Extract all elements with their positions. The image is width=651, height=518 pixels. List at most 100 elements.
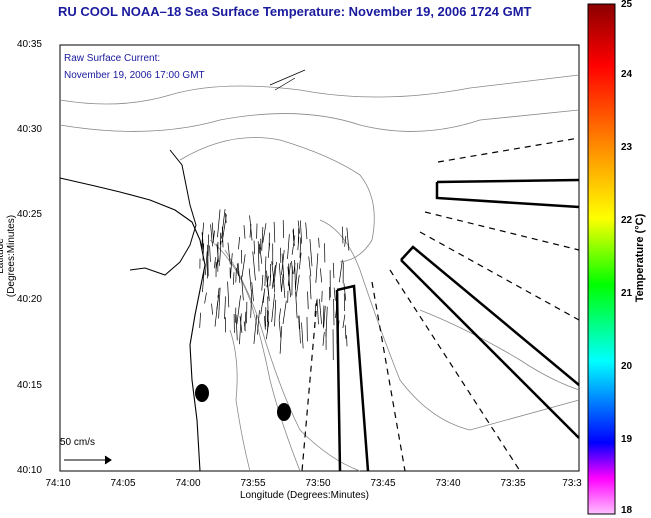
current-vector-icon: [295, 291, 298, 319]
current-vector-icon: [278, 308, 281, 321]
chart-title: RU COOL NOAA–18 Sea Surface Temperature:…: [58, 4, 532, 19]
current-vector-icon: [253, 314, 258, 344]
current-vector-icon: [204, 292, 207, 304]
current-vector-icon: [219, 240, 222, 266]
current-vector-icon: [281, 253, 285, 280]
y-tick: 40:20: [16, 294, 42, 305]
colorbar-tick: 18: [621, 505, 633, 516]
current-vector-icon: [333, 287, 336, 301]
current-vector-icon: [269, 69, 306, 86]
shipping-lanes: [335, 178, 580, 472]
current-vector-icon: [239, 313, 242, 345]
current-vector-icon: [309, 239, 313, 267]
current-vector-icon: [217, 209, 221, 238]
current-vector-icon: [297, 236, 300, 251]
colorbar-tick: 25: [621, 0, 633, 10]
annotation-line-2: November 19, 2006 17:00 GMT: [64, 70, 205, 81]
y-tick: 40:15: [16, 380, 42, 391]
bathymetry-contours: [59, 74, 580, 472]
plot-frame: [59, 44, 580, 472]
current-vector-icon: [211, 303, 213, 315]
x-axis-label: Longitude (Degrees:Minutes): [240, 490, 369, 501]
current-vector-icon: [295, 274, 300, 298]
current-vector-icon: [336, 320, 340, 344]
current-vector-icon: [343, 283, 347, 301]
current-vector-icon: [257, 241, 260, 272]
current-vector-icon: [259, 245, 263, 264]
current-vector-icon: [212, 230, 215, 243]
current-vector-icon: [283, 279, 286, 298]
current-vector-icon: [287, 266, 291, 298]
current-vector-icon: [271, 265, 276, 289]
colorbar-tick: 21: [621, 288, 633, 299]
current-vector-icon: [261, 274, 264, 291]
current-vector-icon: [238, 236, 240, 250]
current-vector-icon: [224, 296, 226, 320]
current-vector-icon: [266, 276, 269, 288]
current-vector-icon: [322, 331, 325, 346]
x-tick: 73:35: [500, 478, 526, 489]
current-vector-icon: [236, 295, 241, 325]
current-vector-icon: [248, 268, 252, 291]
x-tick: 73:3: [562, 478, 582, 489]
current-vector-icon: [227, 242, 231, 265]
current-vector-icon: [335, 293, 339, 318]
current-vector-icon: [279, 326, 283, 354]
site-marker: [195, 384, 209, 402]
current-vector-icon: [249, 224, 252, 238]
x-tick: 73:45: [370, 478, 396, 489]
current-vector-icon: [252, 251, 256, 281]
current-vector-icon: [309, 275, 312, 300]
colorbar-label: Temperature (°C): [634, 213, 646, 303]
current-vector-icon: [281, 274, 284, 292]
current-vector-icon: [232, 272, 235, 285]
current-vector-icon: [273, 261, 277, 288]
current-vector-icon: [273, 221, 276, 243]
scale-label: 50 cm/s: [60, 437, 96, 448]
current-vector-icon: [202, 267, 205, 293]
current-vector-icon: [307, 291, 309, 310]
current-vector-icon: [264, 315, 266, 330]
current-vector-icon: [267, 296, 269, 327]
current-vector-icon: [217, 287, 220, 298]
current-vector-icon: [251, 282, 254, 302]
current-vectors: [199, 69, 350, 361]
current-vector-icon: [227, 281, 230, 308]
current-vector-icon: [298, 315, 301, 344]
current-vector-icon: [320, 268, 323, 283]
colorbar: [587, 3, 616, 515]
current-vector-icon: [201, 222, 205, 248]
current-vector-icon: [236, 263, 239, 276]
current-vector-icon: [315, 253, 319, 283]
current-vector-icon: [282, 300, 287, 325]
current-vector-icon: [269, 274, 272, 287]
current-vector-icon: [308, 256, 312, 277]
current-vector-icon: [274, 299, 277, 327]
current-vector-icon: [319, 299, 322, 325]
current-vector-icon: [264, 256, 267, 287]
current-vector-icon: [221, 209, 226, 239]
current-vector-icon: [346, 227, 350, 251]
current-vector-icon: [214, 300, 219, 327]
current-vector-icon: [287, 262, 291, 286]
current-vector-icon: [267, 243, 271, 258]
current-vector-icon: [318, 237, 320, 248]
current-vector-icon: [344, 235, 347, 247]
current-vector-icon: [274, 77, 296, 91]
current-vector-icon: [271, 293, 275, 322]
current-vector-icon: [314, 303, 317, 316]
current-vector-icon: [266, 321, 270, 340]
current-vector-icon: [235, 314, 238, 341]
current-vector-icon: [210, 224, 213, 247]
current-vector-icon: [250, 290, 253, 318]
current-vector-icon: [202, 243, 205, 261]
current-vector-icon: [207, 244, 209, 277]
current-vector-icon: [332, 262, 335, 279]
current-vector-icon: [323, 305, 326, 329]
current-vector-icon: [241, 254, 246, 278]
current-vector-icon: [262, 223, 267, 243]
y-axis-label: Latitude (Degrees:Minutes): [0, 214, 17, 298]
current-vector-icon: [201, 232, 204, 249]
colorbar-tick: 24: [621, 69, 633, 80]
